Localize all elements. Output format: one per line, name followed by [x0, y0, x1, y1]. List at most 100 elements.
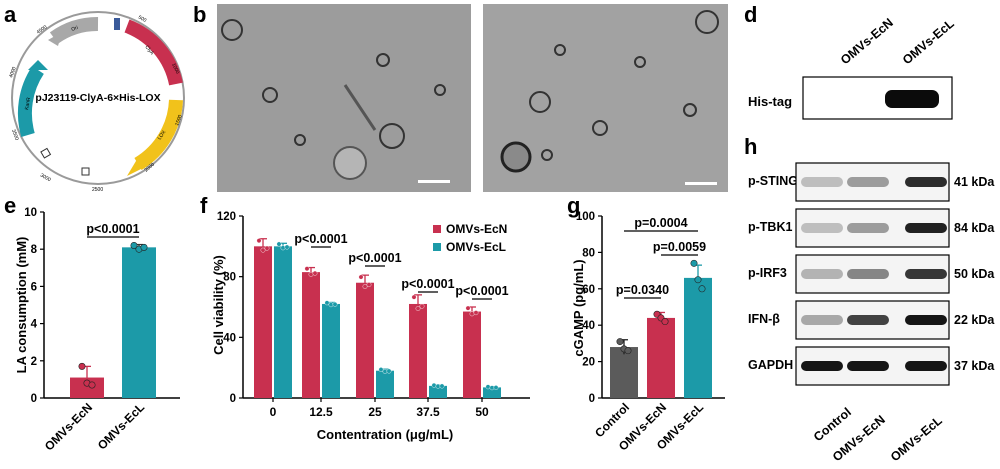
data-point	[473, 310, 479, 316]
bar-OMVs-EcL	[684, 277, 712, 398]
y-tick-label: 0	[31, 393, 37, 405]
plasmid-kanr-arc	[17, 66, 44, 137]
plasmid-kanr-arrowhead	[28, 60, 48, 70]
panel-label-g: g	[567, 193, 580, 218]
tem-small-vesicle-c	[541, 149, 553, 161]
data-point	[698, 285, 706, 293]
panel-label-b: b	[193, 2, 206, 27]
data-point	[362, 284, 368, 289]
western-h-band	[801, 223, 843, 233]
plasmid-feature-lox: LOX	[157, 129, 168, 141]
y-tick-label: 40	[582, 320, 595, 332]
data-point	[332, 301, 338, 307]
data-point	[280, 245, 286, 251]
panel-d: d OMVs-EcN OMVs-EcL His-tag	[744, 2, 957, 120]
bar-ecl-50	[483, 387, 501, 398]
panel-label-f: f	[200, 193, 208, 218]
western-h-kda: 37 kDa	[954, 359, 995, 373]
panel-label-a: a	[4, 2, 17, 27]
bar-ecl-0	[274, 246, 292, 398]
western-h-band	[905, 269, 947, 279]
legend-swatch-ecl	[433, 243, 441, 251]
bar-ecn-12.5	[302, 272, 320, 398]
western-h-kda: 50 kDa	[954, 267, 995, 281]
data-point	[378, 367, 384, 372]
x-tick-label: OMVs-EcL	[95, 400, 147, 452]
data-point	[312, 270, 318, 276]
data-point	[382, 369, 388, 374]
bar-ecl-12.5	[322, 303, 340, 398]
panel-label-h: h	[744, 134, 757, 159]
western-h-row-label: p-STING	[748, 174, 798, 188]
y-tick-label: 80	[223, 272, 236, 284]
y-tick-label: 10	[24, 207, 37, 219]
plasmid-tick-1500: 1500	[174, 114, 184, 127]
plasmid-tick-4000: 4000	[8, 66, 18, 79]
bar-ecn-0	[254, 246, 272, 398]
p-value-label: p=0.0340	[616, 283, 669, 297]
western-h-row-label: p-TBK1	[748, 220, 792, 234]
western-h-kda: 22 kDa	[954, 313, 995, 327]
western-h-band	[801, 361, 843, 371]
x-tick-label: OMVs-EcN	[42, 400, 95, 453]
p-value-label: p<0.0001	[294, 232, 347, 246]
western-h-band	[905, 361, 947, 371]
chart-f-xlabel: Contentration (μg/mL)	[317, 427, 454, 442]
panel-label-e: e	[4, 193, 16, 218]
chart-e-ylabel: LA consumption (mM)	[14, 237, 29, 374]
data-point	[386, 368, 392, 374]
legend-swatch-ecn	[433, 225, 441, 233]
data-point	[439, 383, 445, 389]
data-point	[78, 362, 86, 370]
y-tick-label: 4	[31, 319, 38, 331]
western-h-band	[905, 177, 947, 187]
legend-label-ecn: OMVs-EcN	[446, 222, 507, 236]
western-h-kda: 41 kDa	[954, 175, 995, 189]
plasmid-tick-1000: 1000	[170, 62, 180, 75]
plasmid-ori-arrowhead	[48, 32, 62, 46]
plasmid-terminator-1	[40, 147, 52, 159]
data-point	[264, 245, 270, 251]
data-point	[465, 305, 471, 311]
western-d-row-label: His-tag	[748, 94, 792, 109]
tem-fiber-b	[343, 84, 377, 131]
bar-OMVs-EcN	[647, 317, 675, 398]
western-h-row-label: p-IRF3	[748, 266, 787, 280]
plasmid-feature-ori: Ori	[71, 25, 79, 33]
western-h-band	[801, 315, 843, 325]
data-point	[324, 300, 330, 306]
p-value-label: p<0.0001	[86, 222, 139, 236]
data-point	[493, 385, 499, 390]
data-point	[276, 241, 282, 247]
data-point	[358, 274, 364, 280]
western-h-lane-ecl: OMVs-EcL	[888, 413, 945, 464]
chart-g-ylabel: cGAMP (pg/mL)	[571, 259, 586, 356]
panel-e: e LA consumption (mM) 0 2 4 6 8 10 OMVs-EcN OMV…	[4, 193, 180, 454]
western-h-kda: 84 kDa	[954, 221, 995, 235]
bar-ecl-37.5	[429, 385, 447, 398]
x-tick-label: 37.5	[416, 405, 440, 419]
data-point	[260, 247, 266, 253]
tem-large-vesicle-b	[333, 146, 367, 180]
plasmid-feature-kanr: KanR	[24, 97, 32, 111]
p-value-label: p<0.0001	[401, 277, 454, 291]
data-point	[485, 384, 491, 390]
panel-a: a pJ23119-ClyA-6×His-LOX Ori ClyA LOX Ka…	[4, 2, 185, 193]
y-tick-label: 20	[582, 357, 595, 369]
data-point	[690, 259, 698, 267]
data-point	[694, 276, 702, 284]
data-point	[469, 311, 475, 317]
y-tick-label: 60	[582, 284, 595, 296]
plasmid-tick-2500: 2500	[92, 187, 103, 193]
plasmid-promoter-mark	[114, 18, 120, 30]
data-point	[256, 238, 262, 244]
tem-vesicles-b	[221, 19, 446, 149]
data-point	[419, 303, 425, 309]
data-point	[661, 318, 669, 326]
data-point	[489, 385, 495, 391]
p-value-label: p=0.0004	[634, 216, 687, 230]
plasmid-clya-arc	[124, 19, 183, 86]
western-h-band	[905, 315, 947, 325]
